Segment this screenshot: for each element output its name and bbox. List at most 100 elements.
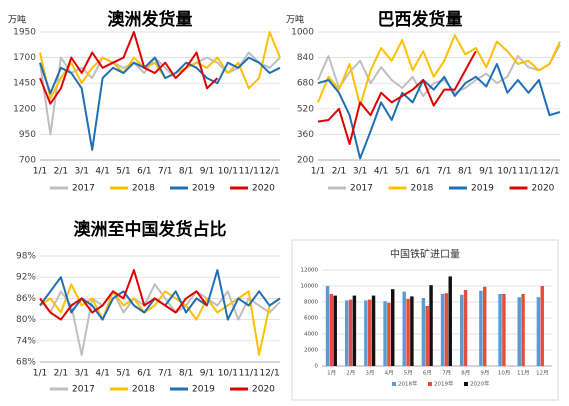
x-tick-label: 1/1 xyxy=(33,369,47,379)
x-tick-label: 10/1 xyxy=(497,167,517,177)
x-tick-label: 11/1 xyxy=(239,369,259,379)
bar xyxy=(517,297,521,366)
series-line xyxy=(317,63,561,160)
x-tick-label: 7/1 xyxy=(158,369,172,379)
y-tick-label: 4000 xyxy=(304,332,318,338)
legend-label: 2018 xyxy=(132,385,155,395)
x-tick-label: 1月 xyxy=(327,370,336,377)
y-tick-label: 1700 xyxy=(13,53,36,63)
bar xyxy=(329,294,334,366)
bar xyxy=(479,290,483,366)
legend-label: 2017 xyxy=(72,184,95,194)
x-tick-label: 2/1 xyxy=(332,167,346,177)
x-tick-label: 4/1 xyxy=(374,167,388,177)
y-tick-label: 0 xyxy=(315,364,319,370)
x-tick-label: 9月 xyxy=(480,370,489,377)
x-tick-label: 3/1 xyxy=(74,167,88,177)
bar xyxy=(383,301,387,366)
y-tick-label: 700 xyxy=(19,156,36,166)
bar xyxy=(368,299,372,366)
y-tick-label: 1450 xyxy=(13,79,36,89)
x-tick-label: 12/1 xyxy=(539,167,559,177)
y-tick-label: 360 xyxy=(297,130,314,140)
x-tick-label: 10/1 xyxy=(218,167,238,177)
x-tick-label: 4/1 xyxy=(95,369,109,379)
x-tick-label: 8月 xyxy=(461,370,470,377)
series-line xyxy=(317,50,477,145)
x-tick-label: 7/1 xyxy=(158,167,172,177)
bar xyxy=(448,276,452,366)
x-tick-label: 6/1 xyxy=(416,167,430,177)
bar xyxy=(402,291,406,366)
x-tick-label: 2/1 xyxy=(54,167,68,177)
series-line xyxy=(317,34,561,107)
y-tick-label: 1000 xyxy=(291,28,314,38)
x-tick-label: 1/1 xyxy=(33,167,47,177)
x-tick-label: 11/1 xyxy=(239,167,259,177)
bar xyxy=(352,295,357,366)
x-tick-label: 6月 xyxy=(423,370,432,377)
bar xyxy=(536,297,541,366)
x-tick-label: 12/1 xyxy=(259,369,279,379)
x-tick-label: 5/1 xyxy=(116,167,130,177)
x-tick-label: 3/1 xyxy=(74,369,88,379)
x-tick-label: 11/1 xyxy=(518,167,538,177)
bar xyxy=(391,289,395,366)
legend-swatch xyxy=(392,382,396,386)
y-tick-label: 1200 xyxy=(13,104,36,114)
y-tick-label: 1950 xyxy=(13,28,36,38)
chart-title: 中国铁矿进口量 xyxy=(390,248,460,261)
y-tick-label: 12000 xyxy=(301,268,319,274)
x-tick-label: 6/1 xyxy=(137,369,151,379)
legend-label: 2019年 xyxy=(434,380,454,388)
chart-title: 澳洲至中国发货占比 xyxy=(74,219,227,240)
bar xyxy=(498,294,502,366)
series-line xyxy=(317,44,561,97)
legend-label: 2018 xyxy=(411,184,434,194)
x-tick-label: 8/1 xyxy=(458,167,472,177)
x-tick-label: 7月 xyxy=(442,370,451,377)
x-tick-label: 7/1 xyxy=(437,167,451,177)
bar xyxy=(429,285,433,366)
legend-label: 2019 xyxy=(192,184,215,194)
series-line xyxy=(39,31,219,105)
y-axis-label: 万吨 xyxy=(286,14,304,26)
legend-label: 2018 xyxy=(132,184,155,194)
bar xyxy=(325,286,330,366)
bar xyxy=(444,293,449,366)
y-tick-label: 840 xyxy=(297,53,314,63)
x-tick-label: 3月 xyxy=(365,370,374,377)
y-tick-label: 10000 xyxy=(301,284,319,290)
x-tick-label: 2月 xyxy=(346,370,355,377)
bar xyxy=(333,295,337,366)
y-tick-label: 2000 xyxy=(304,348,318,354)
bar xyxy=(348,299,353,366)
bar xyxy=(483,286,487,366)
x-tick-label: 8/1 xyxy=(179,369,193,379)
x-tick-label: 9/1 xyxy=(479,167,493,177)
y-tick-label: 6000 xyxy=(304,316,318,322)
bar xyxy=(540,286,544,366)
chart-title: 澳洲发货量 xyxy=(108,9,193,30)
y-tick-label: 680 xyxy=(297,79,314,89)
legend-label: 2020 xyxy=(252,184,275,194)
x-tick-label: 9/1 xyxy=(200,369,214,379)
y-tick-label: 200 xyxy=(297,156,314,166)
bar xyxy=(387,302,391,366)
bar xyxy=(440,294,445,366)
chart-title: 巴西发货量 xyxy=(378,9,463,30)
legend-label: 2017 xyxy=(350,184,373,194)
legend-label: 2019 xyxy=(192,385,215,395)
y-tick-label: 68% xyxy=(16,358,36,368)
y-axis-label: 万吨 xyxy=(8,14,26,26)
x-tick-label: 12/1 xyxy=(259,167,279,177)
legend-label: 2019 xyxy=(471,184,494,194)
bar xyxy=(410,296,414,366)
bar xyxy=(371,295,376,366)
y-tick-label: 950 xyxy=(19,130,36,140)
x-tick-label: 9/1 xyxy=(200,167,214,177)
x-tick-label: 1/1 xyxy=(311,167,325,177)
legend-label: 2020年 xyxy=(470,380,490,388)
series-line xyxy=(39,269,208,321)
x-tick-label: 11月 xyxy=(517,370,530,377)
